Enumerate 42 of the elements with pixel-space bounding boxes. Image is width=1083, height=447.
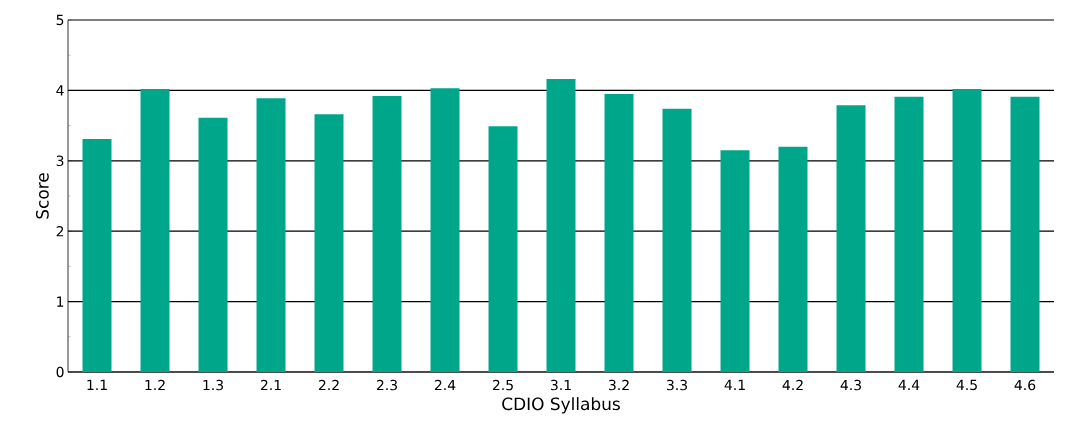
x-axis-title: CDIO Syllabus bbox=[502, 397, 620, 414]
bar bbox=[1010, 96, 1040, 372]
x-tick-label: 2.4 bbox=[434, 379, 456, 391]
bar bbox=[140, 88, 170, 372]
x-tick-label: 4.3 bbox=[840, 379, 861, 391]
bar bbox=[778, 146, 808, 372]
x-tick-label: 1.3 bbox=[203, 379, 223, 391]
bar bbox=[836, 105, 866, 372]
x-tick-label: 1.2 bbox=[145, 379, 165, 391]
x-tick-label: 2.2 bbox=[318, 379, 339, 391]
x-tick-label: 4.2 bbox=[782, 379, 803, 391]
x-tick-label: 4.1 bbox=[724, 379, 745, 390]
bar bbox=[546, 79, 576, 372]
y-tick-label: 2 bbox=[56, 226, 64, 237]
x-tick-label: 4.6 bbox=[1014, 379, 1036, 391]
x-tick-label: 4.5 bbox=[956, 379, 977, 391]
bar bbox=[662, 108, 692, 372]
y-tick-label: 5 bbox=[56, 14, 64, 26]
y-axis-title: Score bbox=[35, 173, 49, 219]
bar bbox=[82, 138, 112, 372]
x-tick-label: 3.3 bbox=[666, 379, 687, 391]
y-tick-label: 3 bbox=[56, 155, 64, 167]
bar bbox=[314, 114, 344, 372]
x-tick-label: 2.1 bbox=[260, 379, 281, 391]
bar bbox=[256, 98, 286, 372]
bar bbox=[894, 96, 924, 372]
y-tick-label: 4 bbox=[56, 85, 64, 96]
bar bbox=[720, 150, 750, 372]
bar bbox=[372, 96, 402, 372]
bar bbox=[430, 88, 460, 372]
bar bbox=[198, 117, 228, 372]
x-tick-label: 2.5 bbox=[492, 379, 513, 391]
x-tick-label: 1.1 bbox=[87, 379, 107, 390]
y-tick-label: 1 bbox=[57, 296, 64, 307]
y-tick-label: 0 bbox=[56, 366, 64, 378]
x-tick-label: 2.3 bbox=[376, 379, 397, 391]
bar bbox=[488, 126, 518, 372]
x-tick-label: 3.1 bbox=[550, 379, 571, 391]
x-tick-label: 3.2 bbox=[608, 379, 629, 391]
bar bbox=[604, 93, 634, 372]
x-tick-label: 4.4 bbox=[898, 379, 920, 390]
bar bbox=[952, 88, 982, 372]
